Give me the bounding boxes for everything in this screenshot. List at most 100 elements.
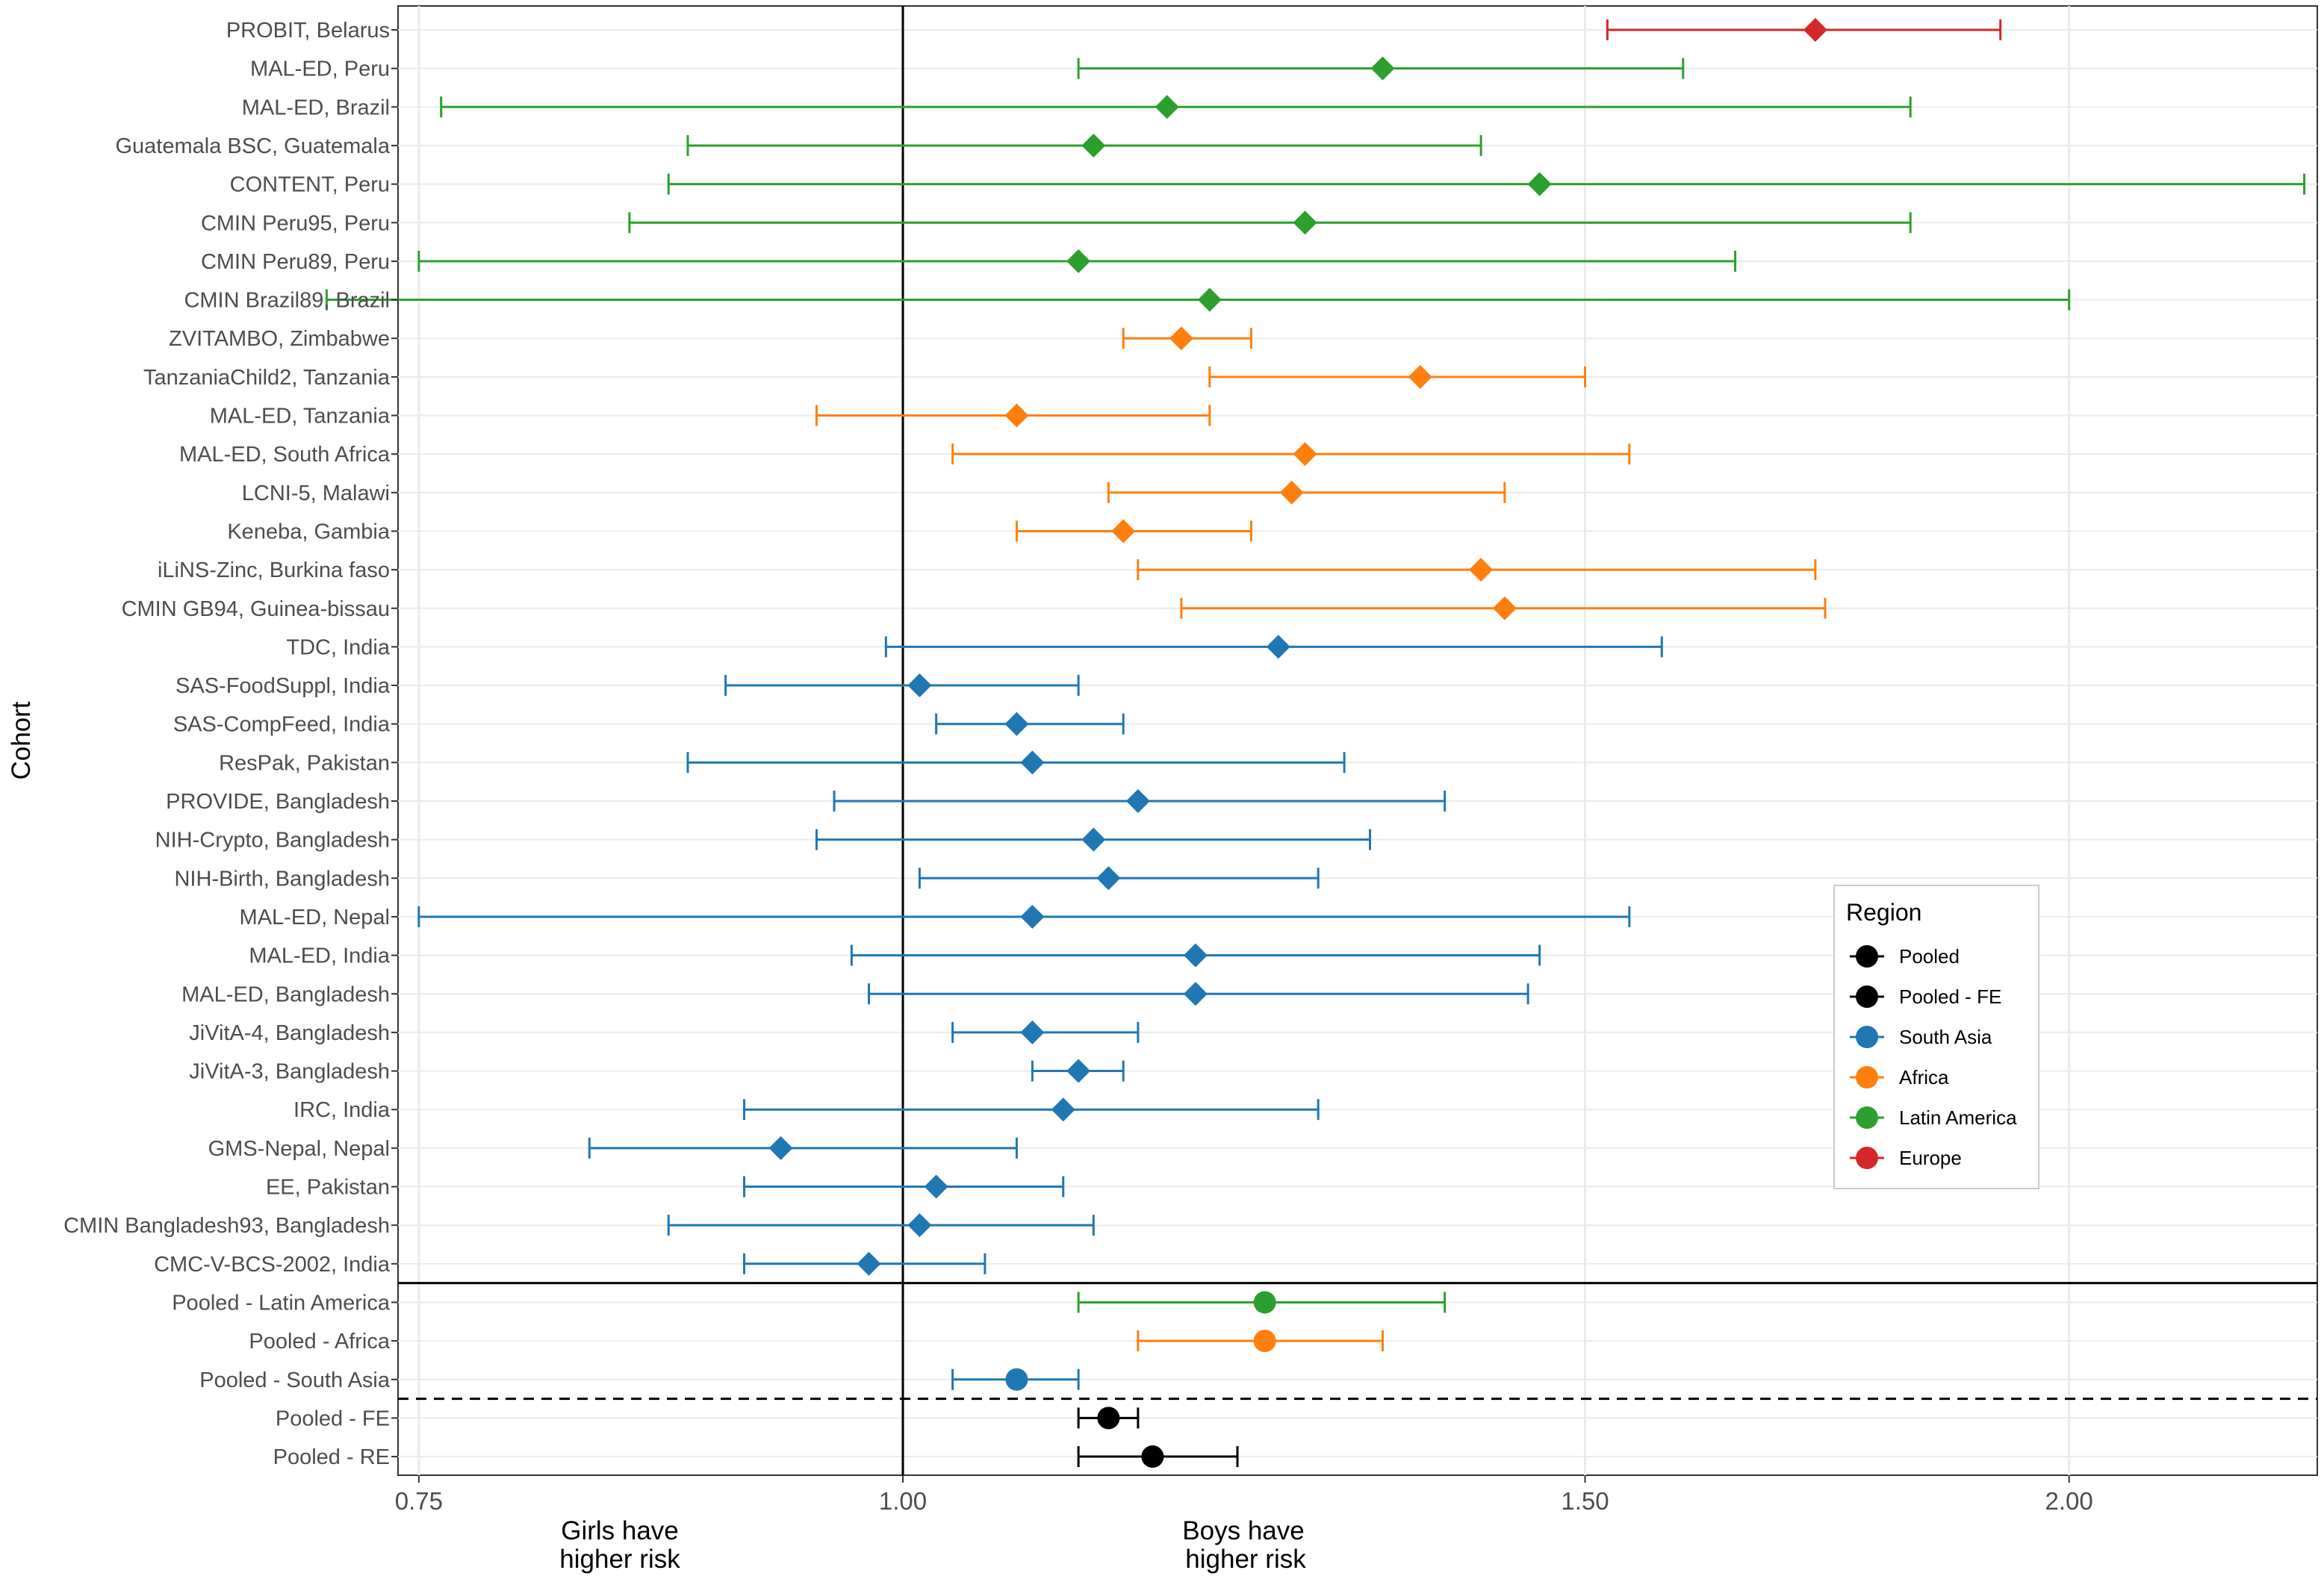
point-diamond [1266,635,1290,659]
point-diamond [1020,750,1045,775]
point-diamond [1066,249,1091,273]
row-label: SAS-FoodSuppl, India [175,674,391,698]
error-bar [935,713,1125,735]
separators [398,1282,2317,1401]
point-diamond [1370,56,1395,81]
row-labels: PROBIT, Belarus MAL-ED, Peru MAL-ED, Brazi… [63,19,398,1469]
row-label: MAL-ED, Tanzania [210,405,391,429]
points [768,18,1827,1468]
legend-entry: South Asia [1850,1026,1992,1048]
point-diamond [1004,711,1029,736]
annotation-right-line1: Boys have [1182,1516,1304,1545]
legend-label: Pooled - FE [1899,985,2001,1008]
row-label: Pooled - Africa [249,1330,390,1354]
annotation-left-line2: higher risk [559,1545,680,1574]
point-diamond [1803,18,1827,42]
row-label: CMIN Brazil89, Brazil [184,289,390,313]
row-label: NIH-Crypto, Bangladesh [155,829,390,853]
row-label: ZVITAMBO, Zimbabwe [169,327,390,351]
legend-key-dot [1856,1106,1878,1129]
row-label: MAL-ED, Nepal [240,906,390,929]
row-label: MAL-ED, Bangladesh [181,982,390,1006]
row-label: JiVitA-3, Bangladesh [189,1060,390,1084]
row-label: MAL-ED, India [249,944,390,968]
legend-key-dot [1856,1026,1878,1048]
legend-label: Europe [1899,1147,1962,1169]
legend-entry: Europe [1850,1147,1962,1169]
legend-key-dot [1856,945,1878,968]
row-label: CMC-V-BCS-2002, India [154,1253,391,1277]
row-label: TDC, India [286,635,390,659]
point-diamond [1125,789,1150,813]
point-diamond [1527,172,1552,196]
error-bar [951,1021,1140,1043]
y-axis-title: Cohort [7,701,36,779]
row-label: CMIN Peru89, Peru [201,250,390,274]
error-bar [1208,366,1587,387]
error-bar [667,1215,1095,1236]
row-label: CMIN Bangladesh93, Bangladesh [63,1214,390,1238]
row-label: PROBIT, Belarus [226,19,390,43]
x-tick-label: 1.00 [879,1487,927,1515]
row-label: CMIN Peru95, Peru [201,211,390,235]
point-diamond [924,1174,948,1199]
row-label: TanzaniaChild2, Tanzania [143,366,391,390]
point-diamond [907,1213,932,1238]
row-label: EE, Pakistan [266,1176,390,1200]
row-label: LCNI-5, Malawi [242,482,390,505]
legend-entry: Africa [1850,1066,1949,1088]
row-label: NIH-Birth, Bangladesh [174,867,390,891]
legend-key-dot [1856,1066,1878,1088]
point-diamond [1492,596,1517,620]
row-label: PROVIDE, Bangladesh [166,790,390,814]
point-diamond [1279,480,1304,505]
error-bars [325,19,2306,1468]
point-diamond [1183,982,1208,1006]
point-diamond [857,1251,881,1276]
row-label: MAL-ED, South Africa [179,443,391,467]
point-diamond [1096,866,1121,891]
point-diamond [768,1136,793,1160]
point-diamond [1020,904,1045,929]
error-bar [1107,482,1506,503]
row-label: MAL-ED, Brazil [242,96,390,119]
point-diamond [1469,558,1494,582]
row-label: iLiNS-Zinc, Burkina faso [158,558,390,582]
legend-key-dot [1856,985,1878,1008]
row-label: Pooled - RE [273,1445,390,1469]
point-diamond [1408,364,1432,389]
error-bar [724,675,1080,697]
row-label: SAS-CompFeed, India [173,713,391,737]
error-bar [743,1099,1320,1121]
point-circle [1253,1330,1276,1353]
point-diamond [1081,827,1106,852]
legend-title: Region [1846,899,1921,926]
row-label: Pooled - Latin America [172,1291,391,1315]
legend-key-dot [1856,1147,1878,1169]
row-label: IRC, India [293,1098,391,1122]
legend: Region Pooled Pooled - FE South Asia Africa… [1833,885,2039,1189]
point-diamond [1155,95,1179,119]
legend-label: Africa [1899,1066,1949,1088]
point-diamond [907,673,932,698]
legend-label: South Asia [1899,1026,1992,1048]
error-bar [628,212,1912,234]
point-circle [1141,1445,1164,1468]
point-circle [1253,1291,1276,1314]
point-diamond [1183,943,1208,968]
row-label: Guatemala BSC, Guatemala [115,134,390,158]
point-diamond [1051,1097,1075,1122]
point-diamond [1081,133,1106,158]
x-tick-label: 2.00 [2045,1487,2093,1515]
point-diamond [1197,287,1222,312]
row-label: Pooled - South Asia [199,1368,391,1392]
error-bar [588,1137,1018,1159]
annotation-left: Girls have higher risk [559,1516,680,1574]
row-label: CMIN GB94, Guinea-bissau [122,597,390,621]
x-axis: 0.75 1.00 1.50 2.00 [395,1475,2093,1515]
error-bar [686,752,1346,773]
point-diamond [1020,1020,1045,1044]
point-diamond [1004,403,1029,428]
point-circle [1097,1407,1120,1430]
